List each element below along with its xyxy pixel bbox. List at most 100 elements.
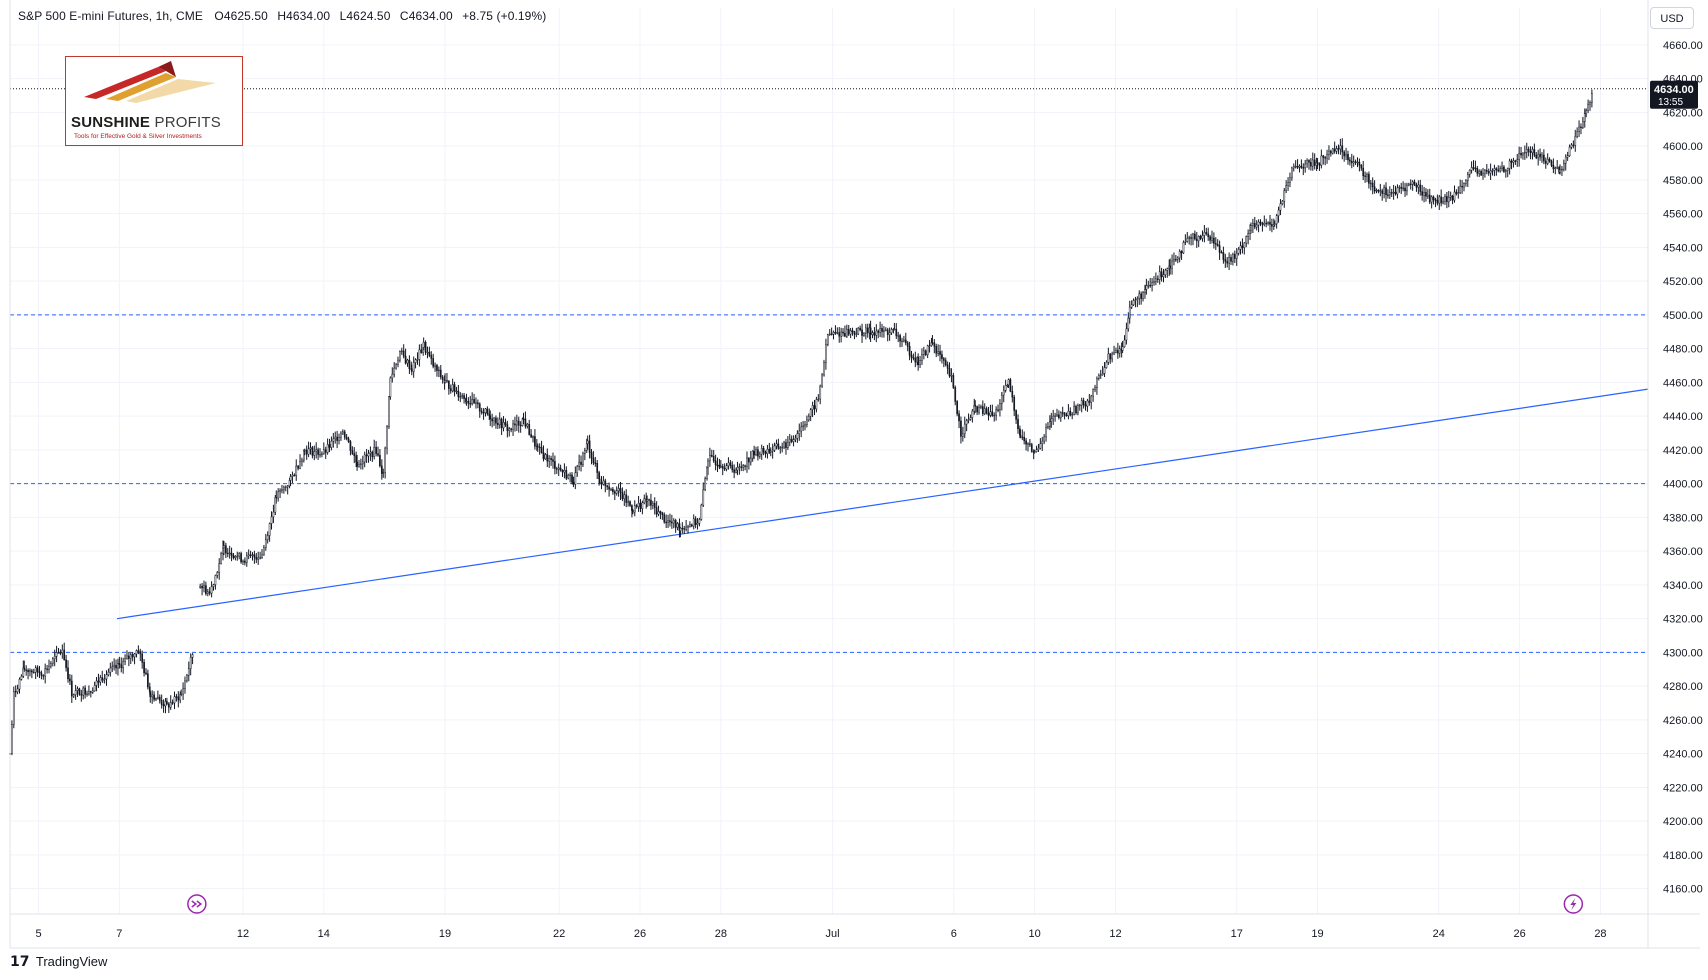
candle-body [735,469,737,473]
candle-body [1474,167,1477,170]
candle-body [657,511,660,515]
candle-body [760,448,763,455]
candle-body [1524,152,1526,154]
candle-body [475,402,477,404]
candle-body [153,694,155,700]
x-tick-label: 19 [439,928,451,940]
candle-body [182,688,184,695]
candle-body [391,373,394,379]
candle-body [663,514,666,523]
candle-body [1130,304,1133,308]
candle-body [279,489,281,493]
candle-body [301,459,303,463]
candle-body [242,560,244,563]
candle-body [1543,154,1545,162]
candle-body [851,330,854,332]
candle-body [961,433,964,437]
candle-body [1583,113,1586,122]
candle-body [834,332,837,334]
candle-body [1197,236,1200,242]
candle-body [546,454,549,462]
candle-body [272,511,275,518]
candle-body [912,357,915,359]
candle-body [95,680,98,686]
candle-body [1113,352,1115,355]
y-tick-label: 4460.00 [1663,377,1703,389]
candle-body [1589,102,1591,105]
candle-body [162,704,165,707]
candle-body [286,485,289,488]
candle-body [1493,168,1496,171]
candle-body [1318,163,1321,166]
candle-body [166,701,168,705]
candle-body [746,457,748,467]
candle-body [823,362,825,376]
candle-body [351,450,354,454]
candle-body [517,420,520,426]
candle-body [1216,243,1219,246]
tradingview-brand[interactable]: 𝟭𝟳 TradingView [10,953,107,970]
candle-body [1052,415,1055,420]
candle-body [1559,169,1561,173]
candle-body [399,351,401,361]
horizontal-levels [10,88,1648,653]
currency-button[interactable]: USD [1650,7,1694,29]
candle-body [590,452,593,459]
candle-body [1205,232,1208,235]
candle-body [702,489,705,506]
candle-body [220,553,222,564]
candle-body [1164,270,1167,276]
candle-body [1434,199,1437,201]
candle-body [978,407,980,413]
candle-body [796,433,799,439]
symbol-title[interactable]: S&P 500 E-mini Futures, 1h, CME [18,9,203,23]
legend-low: L4624.50 [339,9,391,23]
legend-high: H4634.00 [277,9,331,23]
candle-body [1092,389,1094,397]
logo-swoosh-icon [84,61,216,103]
candle-body [798,430,801,434]
candle-body [1585,110,1588,115]
candle-body [167,703,170,708]
candle-body [471,399,474,405]
candle-body [34,667,37,673]
candle-body [438,369,440,372]
candle-body [933,342,936,347]
candle-body [1171,260,1173,269]
candle-body [1390,192,1393,194]
candle-body [749,457,752,463]
candle-body [710,454,713,457]
candle-body [809,409,812,417]
candle-body [1021,436,1024,439]
candle-body [264,539,267,549]
candle-body [600,482,603,485]
candle-body [926,345,929,356]
candle-body [1562,163,1565,170]
candle-body [1138,293,1141,299]
candle-body [216,572,219,576]
candle-body [1184,241,1187,243]
candle-body [1011,391,1014,398]
y-tick-label: 4260.00 [1663,715,1703,727]
candle-body [1468,169,1471,175]
candle-body [692,518,695,527]
candle-body [395,364,397,369]
x-tick-label: 14 [318,928,330,940]
candle-body [1522,152,1524,156]
candle-body [857,327,860,335]
candle-body [627,501,629,503]
candle-body [783,442,785,448]
candle-body [117,663,119,669]
candle-body [1153,281,1155,283]
candle-body [576,466,579,474]
candle-body [444,380,446,383]
candle-body [430,355,433,359]
candle-body [424,341,427,353]
candle-body [1209,236,1211,241]
candle-body [338,437,340,441]
candle-body [881,328,883,332]
candle-body [1535,154,1538,159]
candle-body [302,450,305,461]
candle-body [145,672,147,675]
